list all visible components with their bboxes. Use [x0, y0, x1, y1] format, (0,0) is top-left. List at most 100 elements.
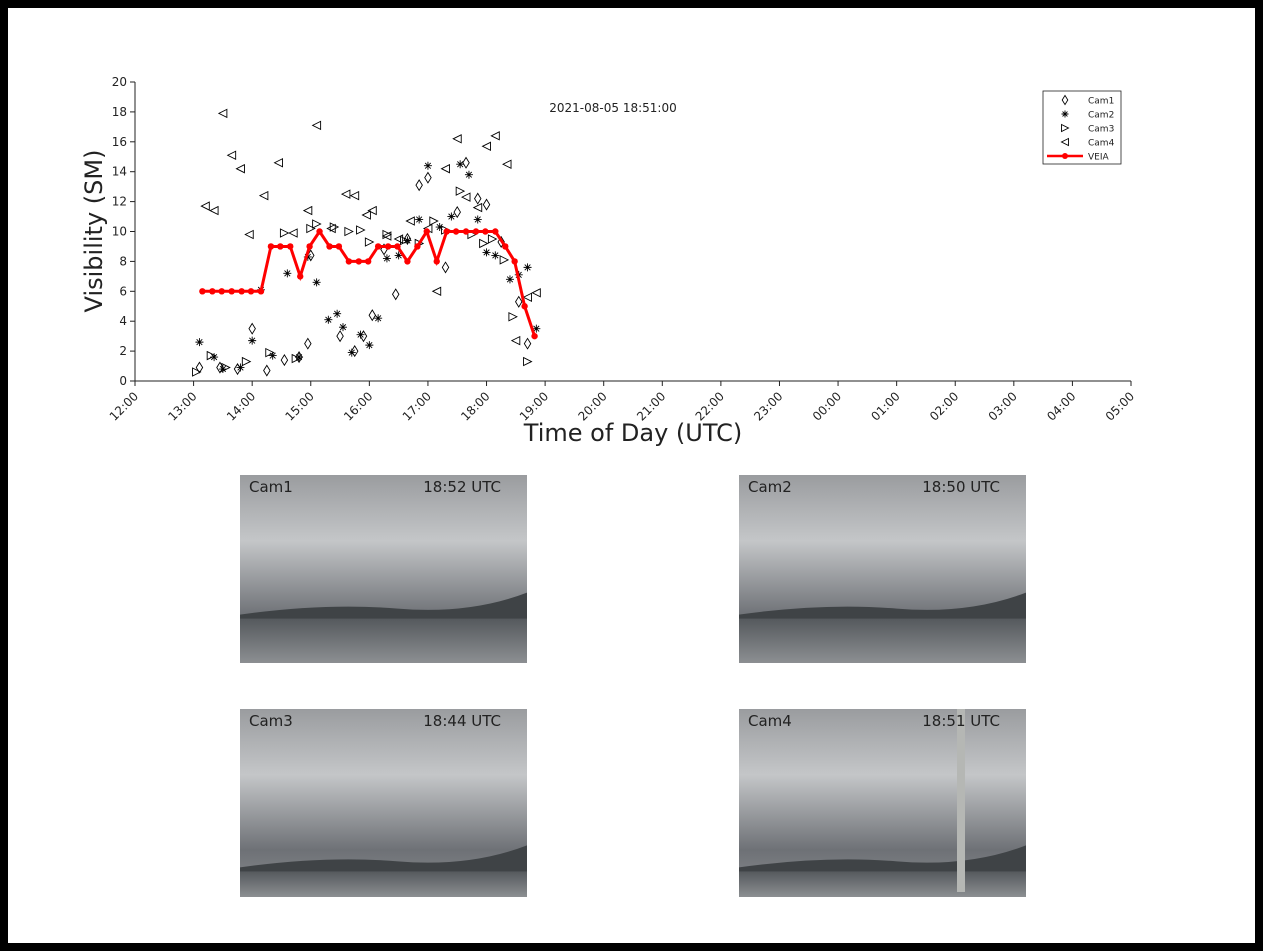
- line-point: [434, 258, 440, 264]
- line-point: [336, 243, 342, 249]
- camera-water: [739, 871, 1026, 897]
- scatter-point: [383, 232, 391, 240]
- scatter-point: [365, 341, 373, 349]
- line-point: [531, 333, 537, 339]
- scatter-point: [532, 289, 540, 297]
- y-tick-label: 4: [119, 314, 127, 328]
- scatter-point: [395, 235, 403, 243]
- camera-panel: Cam218:50 UTC: [739, 475, 1026, 663]
- line-point: [306, 243, 312, 249]
- camera-time: 18:44 UTC: [423, 712, 501, 730]
- scatter-point: [474, 216, 482, 224]
- camera-time: 18:52 UTC: [423, 478, 501, 496]
- scatter-point: [456, 187, 464, 195]
- legend-label: VEIA: [1088, 153, 1109, 163]
- scatter-point: [333, 310, 341, 318]
- camera-name: Cam2: [748, 478, 792, 496]
- scatter-point: [236, 165, 244, 173]
- timestamp: 2021-08-05 18:51:00: [549, 101, 676, 115]
- scatter-point: [453, 135, 461, 143]
- x-tick-label: 03:00: [986, 389, 1020, 423]
- x-tick-label: 02:00: [927, 389, 961, 423]
- camera-panel: Cam118:52 UTC: [240, 475, 527, 663]
- line-point: [228, 288, 234, 294]
- scatter-point: [374, 314, 382, 322]
- scatter-point: [475, 193, 481, 203]
- scatter-point: [305, 338, 311, 348]
- line-point: [521, 303, 527, 309]
- scatter-point: [352, 346, 358, 356]
- x-tick-label: 18:00: [458, 389, 492, 423]
- scatter-point: [456, 160, 464, 168]
- scatter-point: [406, 217, 414, 225]
- x-tick-label: 12:00: [107, 389, 141, 423]
- line-point: [199, 288, 205, 294]
- x-tick-label: 04:00: [1044, 389, 1078, 423]
- scatter-point: [280, 229, 288, 237]
- scatter-point: [228, 151, 236, 159]
- line-point: [248, 288, 254, 294]
- scatter-point: [463, 158, 469, 168]
- scatter-point: [488, 235, 496, 243]
- line-point: [414, 243, 420, 249]
- x-tick-label: 13:00: [165, 389, 199, 423]
- legend-label: Cam1: [1088, 97, 1114, 107]
- line-point: [209, 288, 215, 294]
- legend-marker: [1062, 111, 1069, 118]
- scatter-point: [383, 254, 391, 262]
- x-tick-label: 17:00: [400, 389, 434, 423]
- line-point: [346, 258, 352, 264]
- scatter-point: [351, 192, 359, 200]
- camera-panel: Cam3 18:44 UTC: [240, 709, 527, 897]
- scatter-point: [393, 289, 399, 299]
- line-point: [238, 288, 244, 294]
- scatter-point: [436, 223, 444, 231]
- scatter-point: [365, 238, 373, 246]
- line-point: [365, 258, 371, 264]
- y-tick-label: 0: [119, 374, 127, 388]
- scatter-point: [260, 192, 268, 200]
- camera-name: Cam3: [249, 712, 293, 730]
- scatter-point: [454, 207, 460, 217]
- x-axis-label: Time of Day (UTC): [523, 419, 742, 447]
- scatter-point: [506, 275, 514, 283]
- x-tick-label: 05:00: [1103, 389, 1137, 423]
- scatter-point: [524, 358, 532, 366]
- scatter-point: [345, 228, 353, 236]
- x-tick-label: 23:00: [751, 389, 785, 423]
- scatter-point: [483, 248, 491, 256]
- scatter-point: [264, 365, 270, 375]
- line-point: [375, 243, 381, 249]
- scatter-point: [242, 358, 250, 366]
- y-tick-label: 18: [112, 105, 127, 119]
- line-point: [424, 228, 430, 234]
- scatter-point: [330, 223, 338, 231]
- x-tick-label: 00:00: [810, 389, 844, 423]
- scatter-point: [480, 239, 488, 247]
- y-tick-label: 2: [119, 344, 127, 358]
- x-tick-label: 14:00: [224, 389, 258, 423]
- scatter-point: [369, 310, 375, 320]
- line-point: [511, 258, 517, 264]
- scatter-point: [503, 160, 511, 168]
- scatter-point: [289, 229, 297, 237]
- camera-pole: [957, 709, 965, 892]
- scatter-point: [307, 225, 315, 233]
- camera-water: [240, 619, 527, 663]
- camera-water: [739, 619, 1026, 663]
- y-tick-label: 12: [112, 195, 127, 209]
- scatter-point: [383, 230, 391, 238]
- line-point: [219, 288, 225, 294]
- line-point: [492, 228, 498, 234]
- line-point: [385, 243, 391, 249]
- chart: 2021-08-05 18:51:00 Time of Day (UTC) Vi…: [0, 0, 1263, 951]
- y-tick-label: 10: [112, 225, 127, 239]
- scatter-point: [249, 323, 255, 333]
- line-point: [443, 228, 449, 234]
- scatter-point: [342, 190, 350, 198]
- y-tick-label: 14: [112, 165, 127, 179]
- scatter-point: [430, 217, 438, 225]
- scatter-point: [416, 180, 422, 190]
- scatter-point: [313, 220, 321, 228]
